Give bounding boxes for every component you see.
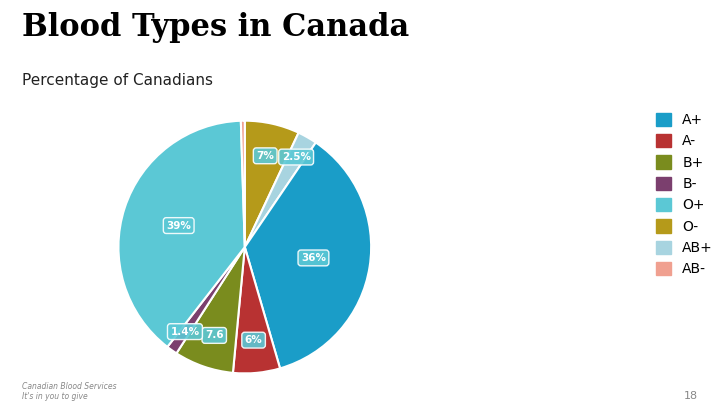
Wedge shape [245, 133, 316, 247]
Text: 2.5%: 2.5% [282, 152, 310, 162]
Wedge shape [119, 121, 245, 347]
Wedge shape [245, 121, 299, 247]
Text: 7%: 7% [256, 151, 274, 161]
Wedge shape [167, 247, 245, 353]
Text: 1.4%: 1.4% [171, 327, 199, 337]
Text: Blood Types in Canada: Blood Types in Canada [22, 12, 409, 43]
Text: 39%: 39% [166, 221, 191, 230]
Text: 6%: 6% [245, 335, 263, 345]
Wedge shape [176, 247, 245, 373]
Wedge shape [233, 247, 280, 373]
Wedge shape [240, 121, 245, 247]
Text: Percentage of Canadians: Percentage of Canadians [22, 73, 212, 88]
Text: 36%: 36% [301, 253, 326, 263]
Legend: A+, A-, B+, B-, O+, O-, AB+, AB-: A+, A-, B+, B-, O+, O-, AB+, AB- [656, 113, 713, 276]
Wedge shape [245, 143, 371, 369]
Text: 18: 18 [684, 391, 698, 401]
Text: 7.6: 7.6 [205, 330, 223, 341]
Text: Canadian Blood Services
It's in you to give: Canadian Blood Services It's in you to g… [22, 382, 116, 401]
